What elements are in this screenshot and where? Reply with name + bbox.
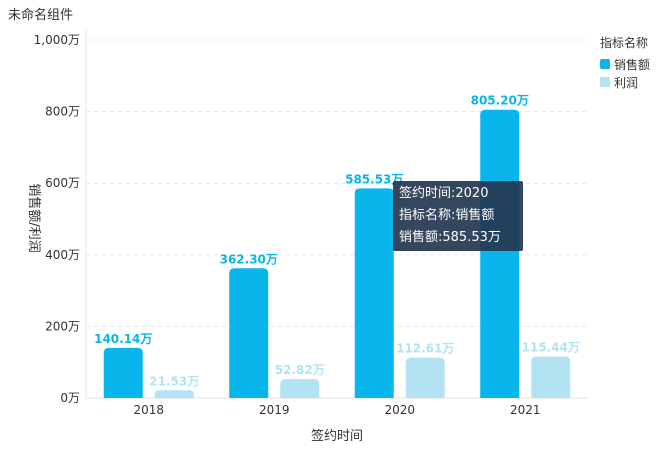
x-axis-title: 签约时间 (311, 428, 363, 444)
y-tick-label: 600万 (45, 176, 80, 190)
data-label-sales: 140.14万 (94, 332, 152, 346)
x-tick-label: 2019 (259, 403, 290, 417)
legend-title: 指标名称 (600, 36, 649, 50)
y-tick-label: 400万 (45, 248, 80, 262)
legend-label-profit: 利润 (614, 75, 639, 90)
y-tick-label: 1,000万 (34, 33, 80, 47)
bar-profit (154, 390, 194, 398)
tooltip: 签约时间:2020 指标名称:销售额 销售额:585.53万 (393, 181, 523, 251)
bar-sales (354, 188, 394, 398)
legend-item-sales[interactable]: 销售额 (600, 55, 650, 73)
data-label-profit: 115.44万 (522, 341, 580, 355)
bar-sales (229, 268, 269, 398)
x-tick-label: 2020 (384, 403, 415, 417)
y-tick-label: 0万 (60, 391, 80, 405)
tooltip-line-time: 签约时间:2020 (399, 186, 489, 201)
y-tick-label: 800万 (45, 105, 80, 119)
data-label-profit: 112.61万 (396, 342, 454, 356)
x-tick-label: 2018 (133, 403, 164, 417)
bar-profit (280, 379, 320, 398)
data-label-profit: 21.53万 (149, 374, 199, 388)
tooltip-line-value: 销售额:585.53万 (399, 230, 501, 245)
y-tick-label: 200万 (45, 319, 80, 333)
legend-item-profit[interactable]: 利润 (600, 73, 650, 91)
legend-swatch-profit (600, 77, 610, 87)
widget-title: 未命名组件 (8, 8, 74, 23)
legend-swatch-sales (600, 59, 610, 69)
tooltip-line-metric: 指标名称:销售额 (399, 208, 495, 223)
bar-profit (531, 356, 571, 398)
legend: 指标名称 销售额 利润 (600, 34, 650, 91)
bar-sales (480, 109, 520, 398)
legend-label-sales: 销售额 (614, 57, 651, 72)
bar-profit (405, 357, 445, 398)
x-tick-label: 2021 (510, 403, 541, 417)
y-axis-title: 销售额/利润 (26, 183, 42, 252)
data-label-sales: 585.53万 (345, 172, 403, 186)
data-label-sales: 362.30万 (220, 252, 278, 266)
data-label-profit: 52.82万 (275, 363, 325, 377)
data-label-sales: 805.20万 (471, 94, 529, 108)
bar-sales (103, 347, 143, 398)
